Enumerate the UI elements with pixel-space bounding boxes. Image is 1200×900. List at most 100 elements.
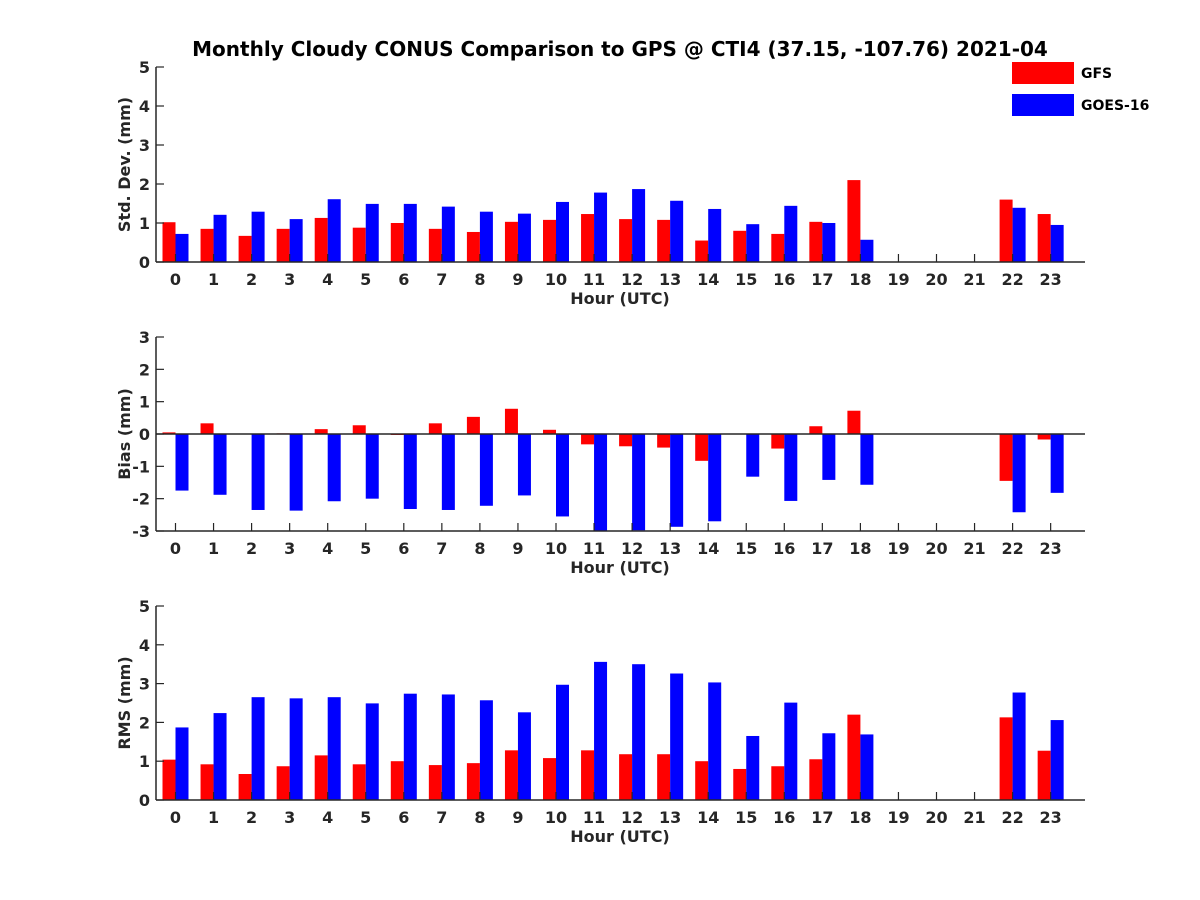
bar-gfs-hour-14 — [695, 240, 709, 262]
x-tick-label: 17 — [811, 808, 833, 827]
bar-goes-16-hour-22 — [1012, 207, 1026, 262]
bar-gfs-hour-1 — [200, 764, 214, 800]
bar-goes-16-hour-3 — [289, 219, 303, 262]
x-tick-label: 8 — [474, 539, 485, 558]
bar-goes-16-hour-18 — [860, 239, 874, 262]
bar-goes-16-hour-23 — [1050, 720, 1064, 800]
x-tick-label: 22 — [1001, 808, 1023, 827]
x-tick-label: 14 — [697, 270, 719, 289]
y-tick-label: 2 — [139, 713, 150, 732]
bar-goes-16-hour-0 — [175, 233, 189, 262]
bar-gfs-hour-16 — [771, 434, 785, 449]
bar-gfs-hour-11 — [581, 750, 595, 800]
bar-goes-16-hour-4 — [327, 434, 341, 502]
x-tick-label: 1 — [208, 808, 219, 827]
bar-goes-16-hour-6 — [403, 434, 417, 510]
y-tick-label: 5 — [139, 597, 150, 616]
bar-gfs-hour-3 — [276, 228, 290, 262]
bar-gfs-hour-14 — [695, 761, 709, 800]
bar-goes-16-hour-15 — [746, 735, 760, 800]
x-tick-label: 10 — [545, 539, 567, 558]
bar-goes-16-hour-14 — [708, 434, 722, 522]
bar-gfs-hour-13 — [657, 219, 671, 262]
bar-goes-16-hour-12 — [632, 189, 646, 262]
bar-gfs-hour-0 — [162, 222, 176, 262]
bar-goes-16-hour-14 — [708, 208, 722, 262]
bar-goes-16-hour-10 — [556, 201, 569, 262]
x-tick-label: 15 — [735, 539, 757, 558]
bar-goes-16-hour-15 — [746, 224, 760, 262]
legend-label-goes-16: GOES-16 — [1081, 98, 1149, 114]
bar-gfs-hour-7 — [428, 765, 442, 800]
bar-goes-16-hour-11 — [594, 192, 608, 262]
bar-gfs-hour-9 — [504, 750, 518, 800]
bar-goes-16-hour-2 — [251, 434, 265, 510]
legend: GFS GOES-16 — [1012, 62, 1149, 116]
x-tick-label: 20 — [925, 270, 947, 289]
bar-goes-16-hour-9 — [517, 213, 531, 262]
bar-goes-16-hour-9 — [517, 712, 531, 800]
bar-goes-16-hour-12 — [632, 664, 646, 800]
bar-goes-16-hour-11 — [594, 434, 608, 531]
x-tick-label: 19 — [887, 539, 909, 558]
y-axis-label: Bias (mm) — [115, 388, 134, 480]
bar-goes-16-hour-13 — [670, 200, 684, 262]
bar-gfs-hour-12 — [619, 219, 633, 262]
bar-gfs-hour-5 — [352, 425, 366, 434]
bar-gfs-hour-11 — [581, 434, 595, 445]
bar-gfs-hour-22 — [999, 717, 1013, 800]
bar-gfs-hour-17 — [809, 759, 823, 800]
bar-gfs-hour-7 — [428, 228, 442, 262]
bar-goes-16-hour-9 — [517, 434, 531, 496]
bar-goes-16-hour-3 — [289, 434, 303, 511]
bar-goes-16-hour-6 — [403, 203, 417, 262]
x-tick-label: 23 — [1040, 270, 1062, 289]
bar-goes-16-hour-16 — [784, 702, 798, 800]
y-tick-label: 0 — [139, 791, 150, 810]
x-tick-label: 10 — [545, 270, 567, 289]
x-tick-label: 23 — [1040, 539, 1062, 558]
bar-gfs-hour-9 — [504, 408, 518, 434]
y-tick-label: 1 — [139, 752, 150, 771]
bar-goes-16-hour-8 — [479, 700, 493, 800]
x-tick-label: 5 — [360, 539, 371, 558]
x-axis-label: Hour (UTC) — [570, 558, 670, 577]
y-tick-label: 2 — [139, 360, 150, 379]
y-tick-label: 3 — [139, 675, 150, 694]
bar-goes-16-hour-13 — [670, 673, 684, 800]
x-tick-label: 12 — [621, 539, 643, 558]
bar-gfs-hour-23 — [1037, 434, 1051, 440]
bar-gfs-hour-12 — [619, 754, 633, 800]
x-tick-label: 3 — [284, 270, 295, 289]
x-tick-label: 9 — [512, 808, 523, 827]
bar-gfs-hour-6 — [390, 761, 404, 800]
bar-gfs-hour-22 — [999, 434, 1013, 481]
x-tick-label: 20 — [925, 539, 947, 558]
x-tick-label: 12 — [621, 270, 643, 289]
bar-goes-16-hour-0 — [175, 727, 189, 800]
x-tick-label: 14 — [697, 808, 719, 827]
bar-goes-16-hour-17 — [822, 223, 836, 262]
bar-gfs-hour-0 — [162, 432, 176, 434]
bar-goes-16-hour-2 — [251, 697, 265, 800]
bar-goes-16-hour-11 — [594, 661, 608, 800]
x-tick-label: 11 — [583, 808, 605, 827]
x-axis-label: Hour (UTC) — [570, 289, 670, 308]
bar-gfs-hour-10 — [543, 758, 556, 800]
y-tick-label: -3 — [132, 522, 150, 541]
x-tick-label: 11 — [583, 270, 605, 289]
bar-gfs-hour-13 — [657, 754, 671, 800]
x-tick-label: 17 — [811, 539, 833, 558]
bar-goes-16-hour-23 — [1050, 434, 1064, 493]
x-tick-label: 7 — [436, 270, 447, 289]
bar-goes-16-hour-4 — [327, 697, 341, 800]
x-tick-label: 6 — [398, 270, 409, 289]
x-tick-label: 18 — [849, 808, 871, 827]
x-tick-label: 17 — [811, 270, 833, 289]
bar-goes-16-hour-5 — [365, 203, 379, 262]
bar-goes-16-hour-22 — [1012, 434, 1026, 513]
x-tick-label: 22 — [1001, 270, 1023, 289]
